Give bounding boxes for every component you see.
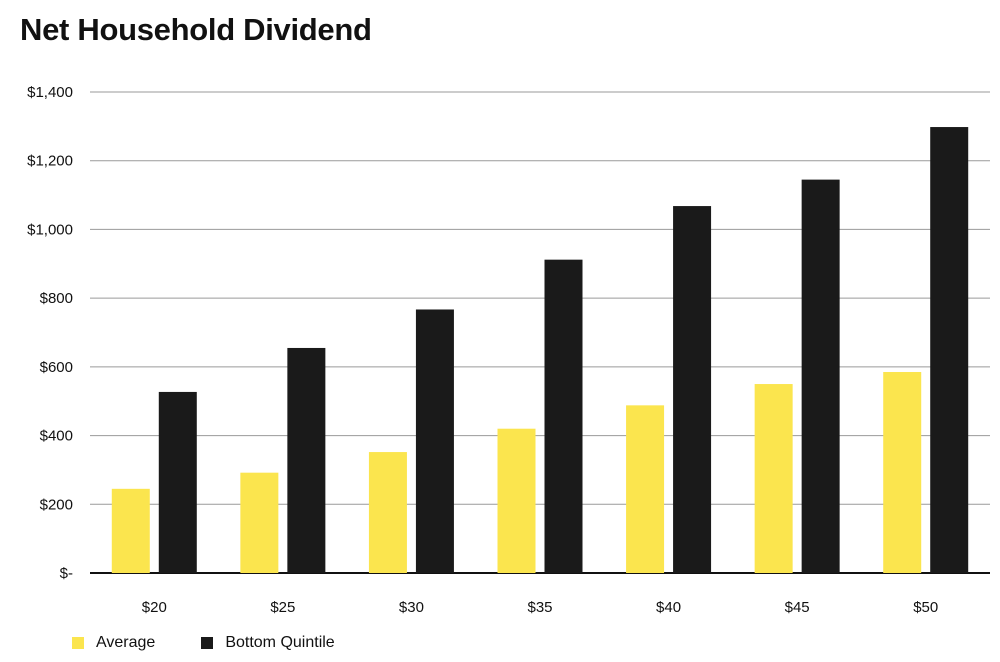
bar-average-40 <box>626 405 665 573</box>
bar-average-50 <box>883 372 922 573</box>
bar-average-45 <box>754 384 793 573</box>
x-tick-label: $35 <box>527 599 552 616</box>
legend-swatch-bottom-quintile <box>201 637 214 649</box>
x-tick-label: $30 <box>399 599 424 616</box>
x-tick-label: $40 <box>656 599 681 616</box>
y-tick-label: $200 <box>40 496 73 513</box>
bar-bottom-quintile-45 <box>801 179 840 573</box>
gridlines <box>90 91 990 574</box>
y-tick-label: $1,000 <box>27 221 73 238</box>
bar-bottom-quintile-25 <box>287 347 326 573</box>
bar-bottom-quintile-40 <box>673 206 712 573</box>
legend-label-bottom-quintile: Bottom Quintile <box>225 634 335 651</box>
y-tick-label: $600 <box>40 359 73 376</box>
legend: Average Bottom Quintile <box>72 634 381 652</box>
x-tick-label: $50 <box>913 599 938 616</box>
legend-item-average: Average <box>72 634 155 652</box>
bar-bottom-quintile-35 <box>544 259 583 573</box>
legend-label-average: Average <box>96 634 156 651</box>
y-tick-label: $- <box>60 565 73 582</box>
bar-average-25 <box>240 472 279 573</box>
y-tick-label: $400 <box>40 428 73 445</box>
legend-swatch-average <box>72 637 84 649</box>
bar-average-35 <box>497 428 536 573</box>
bar-bottom-quintile-20 <box>158 391 197 573</box>
legend-item-bottom-quintile: Bottom Quintile <box>201 634 335 652</box>
x-tick-label: $25 <box>270 599 295 616</box>
bar-bottom-quintile-50 <box>930 127 969 574</box>
bars <box>111 127 969 574</box>
y-tick-label: $1,400 <box>27 84 73 101</box>
chart-title: Net Household Dividend <box>20 12 372 47</box>
bar-bottom-quintile-30 <box>415 309 454 573</box>
y-tick-label: $800 <box>40 290 73 307</box>
x-axis-ticks: $20 $25 $30 $35 $40 $45 $50 <box>142 599 938 616</box>
x-tick-label: $45 <box>785 599 810 616</box>
x-tick-label: $20 <box>142 599 167 616</box>
y-axis-ticks: $- $200 $400 $600 $800 $1,000 $1,200 $1,400 <box>27 84 73 582</box>
bar-average-20 <box>111 488 150 573</box>
y-tick-label: $1,200 <box>27 153 73 170</box>
bar-average-30 <box>368 452 407 573</box>
